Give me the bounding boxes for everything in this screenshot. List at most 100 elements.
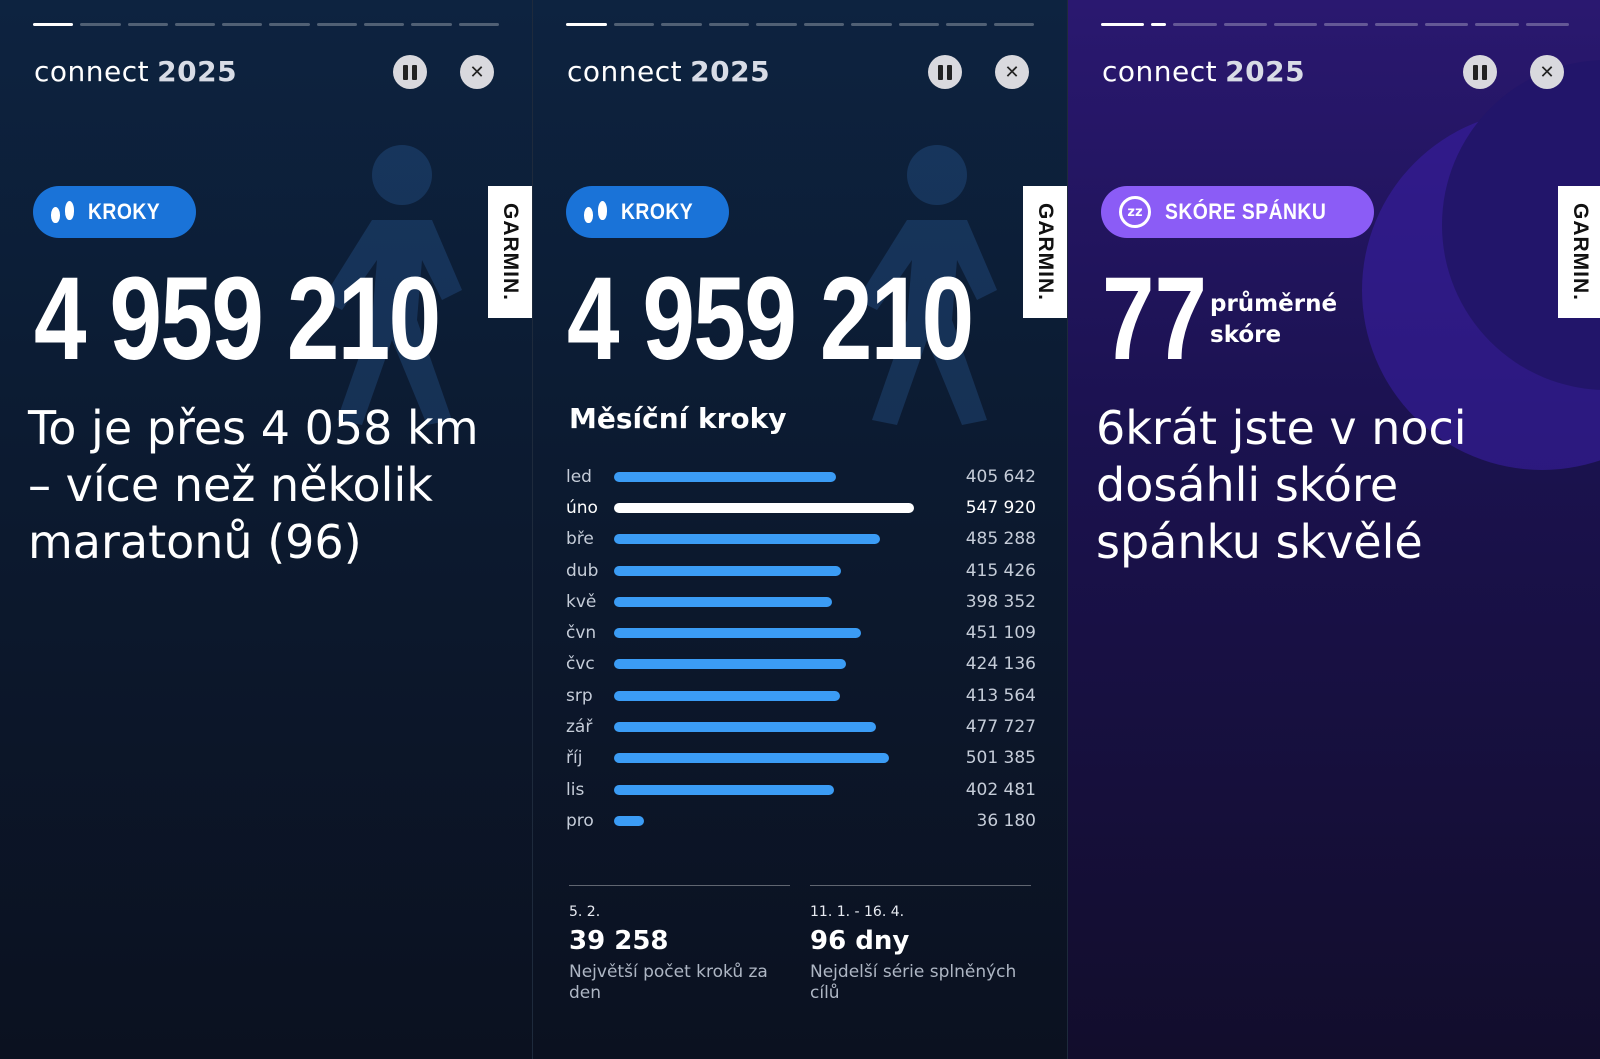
chart-bar xyxy=(614,628,861,639)
stat-label: Nejdelší série splněných cílů xyxy=(810,962,1017,1003)
progress-segment xyxy=(898,23,939,26)
chart-bar-row: čvn 451 109 xyxy=(566,617,1036,648)
stat-longest-streak: 11. 1. - 16. 4. 96 dny Nejdelší série sp… xyxy=(810,885,1031,1004)
progress-segment xyxy=(613,23,654,26)
chart-bar-row: kvě 398 352 xyxy=(566,586,1036,617)
walker-icon xyxy=(322,145,462,425)
chart-bar-track xyxy=(614,471,919,482)
chart-month-label: bře xyxy=(566,529,594,550)
progress-segment xyxy=(1274,23,1318,26)
progress-segment xyxy=(364,23,405,26)
pause-button[interactable] xyxy=(393,55,427,89)
progress-segment xyxy=(1101,23,1145,26)
chart-month-label: pro xyxy=(566,810,594,831)
app-year: 2025 xyxy=(157,55,238,88)
garmin-tab: GARMIN. xyxy=(1558,186,1600,318)
chart-bar xyxy=(614,753,889,764)
chart-month-label: zář xyxy=(566,717,593,738)
chart-value-label: 398 352 xyxy=(965,591,1036,612)
chart-bar-row: říj 501 385 xyxy=(566,743,1036,774)
progress-segment xyxy=(993,23,1034,26)
progress-segment xyxy=(1151,23,1167,26)
pause-button[interactable] xyxy=(928,55,962,89)
pause-icon xyxy=(403,64,417,80)
stat-date: 5. 2. xyxy=(569,904,601,920)
chart-month-label: čvn xyxy=(566,623,597,644)
pause-button[interactable] xyxy=(1463,55,1497,89)
close-icon: ✕ xyxy=(469,61,485,83)
progress-segment xyxy=(174,23,216,26)
chart-bar xyxy=(614,565,842,576)
progress-segment xyxy=(80,23,121,26)
chart-bar xyxy=(614,596,833,607)
chart-value-label: 36 180 xyxy=(976,810,1036,831)
story-panel-sleep-score: connect 2025 ✕ GARMIN. zz SKÓRE SPÁNKU 77… xyxy=(1068,0,1600,1059)
close-icon: ✕ xyxy=(1539,61,1555,83)
chart-bar-track xyxy=(614,596,919,607)
progress-segment xyxy=(946,23,987,26)
close-button[interactable]: ✕ xyxy=(1530,55,1564,89)
garmin-logo: GARMIN. xyxy=(1034,203,1057,301)
chart-bar-track xyxy=(614,784,919,795)
chart-month-label: čvc xyxy=(566,654,595,675)
garmin-tab: GARMIN. xyxy=(1023,186,1067,318)
badge-label: KROKY xyxy=(621,199,694,224)
chart-month-label: říj xyxy=(566,748,583,769)
chart-value-label: 402 481 xyxy=(965,779,1036,800)
progress-segment xyxy=(803,23,844,26)
chart-bar-row: zář 477 727 xyxy=(566,711,1036,742)
chart-bar-row: úno 547 920 xyxy=(566,492,1036,523)
chart-value-label: 415 426 xyxy=(965,560,1036,581)
category-badge: zz SKÓRE SPÁNKU xyxy=(1101,186,1375,238)
chart-bar-track xyxy=(614,753,919,764)
stat-date: 11. 1. - 16. 4. xyxy=(810,904,905,920)
progress-segment xyxy=(458,23,499,26)
app-name: connect xyxy=(34,55,150,88)
close-icon: ✕ xyxy=(1004,61,1020,83)
chart-bar-row: bře 485 288 xyxy=(566,524,1036,555)
app-year: 2025 xyxy=(1225,55,1306,88)
chart-month-label: úno xyxy=(566,497,598,518)
chart-bar-track xyxy=(614,690,919,701)
progress-segment xyxy=(708,23,749,26)
stat-value: 39 258 xyxy=(569,926,669,956)
chart-month-label: lis xyxy=(566,779,585,800)
progress-segment xyxy=(33,23,74,26)
chart-bar-row: srp 413 564 xyxy=(566,680,1036,711)
steps-description: To je přes 4 058 km – více než několik m… xyxy=(28,401,479,569)
steps-total: 4 959 210 xyxy=(34,253,441,385)
progress-segment xyxy=(411,23,452,26)
badge-label: KROKY xyxy=(88,199,161,224)
chart-value-label: 424 136 xyxy=(965,654,1036,675)
app-name: connect xyxy=(567,55,683,88)
chart-bar xyxy=(614,690,841,701)
progress-segment xyxy=(316,23,358,26)
progress-segment xyxy=(566,23,607,26)
chart-bar xyxy=(614,534,880,545)
monthly-steps-chart: led 405 642 úno 547 920 bře 485 288 dub 415 426… xyxy=(566,461,1036,837)
chart-value-label: 451 109 xyxy=(965,623,1036,644)
app-year: 2025 xyxy=(690,55,771,88)
category-badge: KROKY xyxy=(566,186,729,238)
chart-bar xyxy=(614,722,876,733)
progress-segment xyxy=(851,23,892,26)
monthly-steps-title: Měsíční kroky xyxy=(569,402,787,435)
chart-bar-track xyxy=(614,815,919,826)
sleep-score: 77 xyxy=(1102,253,1208,385)
chart-bar-row: dub 415 426 xyxy=(566,555,1036,586)
footprints-icon xyxy=(51,201,74,223)
sleep-icon: zz xyxy=(1119,196,1151,228)
chart-bar-row: pro 36 180 xyxy=(566,805,1036,836)
close-button[interactable]: ✕ xyxy=(460,55,494,89)
progress-segment xyxy=(1425,23,1469,26)
close-button[interactable]: ✕ xyxy=(995,55,1029,89)
chart-bar xyxy=(614,815,644,826)
progress-segment xyxy=(1475,23,1519,26)
sleep-score-label: průměrné skóre xyxy=(1210,290,1338,348)
progress-segment xyxy=(661,23,702,26)
score-row: 77 průměrné skóre xyxy=(1102,253,1340,385)
progress-segment xyxy=(1374,23,1419,26)
steps-total: 4 959 210 xyxy=(567,253,974,385)
chart-bar-track xyxy=(614,565,919,576)
